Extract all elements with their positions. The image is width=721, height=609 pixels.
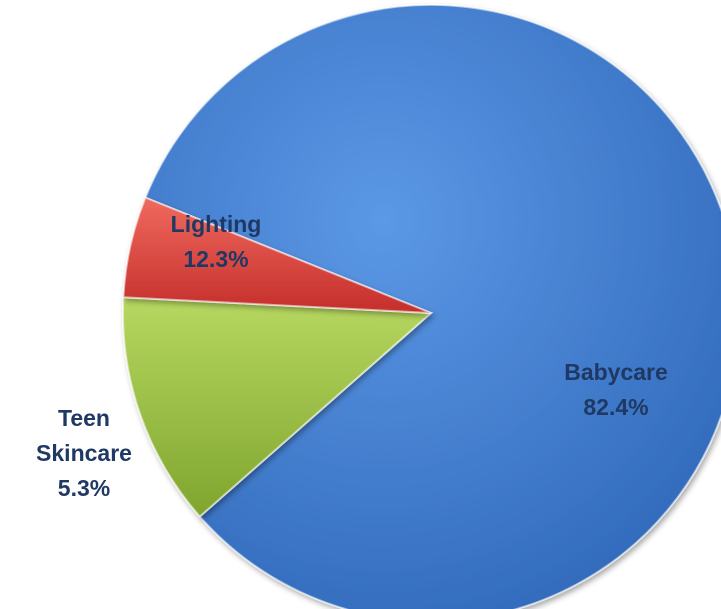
pie-slice-babycare <box>144 4 721 609</box>
pie-slices <box>122 4 721 609</box>
data-label-line: Teen <box>58 405 110 431</box>
data-label-babycare: Babycare 82.4% <box>564 359 668 420</box>
data-label-line: 82.4% <box>583 394 648 420</box>
pie-labels: Babycare 82.4% Lighting 12.3% Teen Skincare 5.… <box>36 211 668 501</box>
data-label-line: Skincare <box>36 440 132 466</box>
pie-slice-lighting <box>122 296 434 518</box>
data-label-line: 12.3% <box>183 246 248 272</box>
pie-slice-teen-skincare <box>122 196 432 314</box>
data-label-line: Lighting <box>171 211 262 237</box>
data-label-line: Babycare <box>564 359 668 385</box>
data-label-lighting: Lighting 12.3% <box>171 211 262 272</box>
data-label-line: 5.3% <box>58 475 110 501</box>
data-label-teen-skincare: Teen Skincare 5.3% <box>36 405 132 501</box>
